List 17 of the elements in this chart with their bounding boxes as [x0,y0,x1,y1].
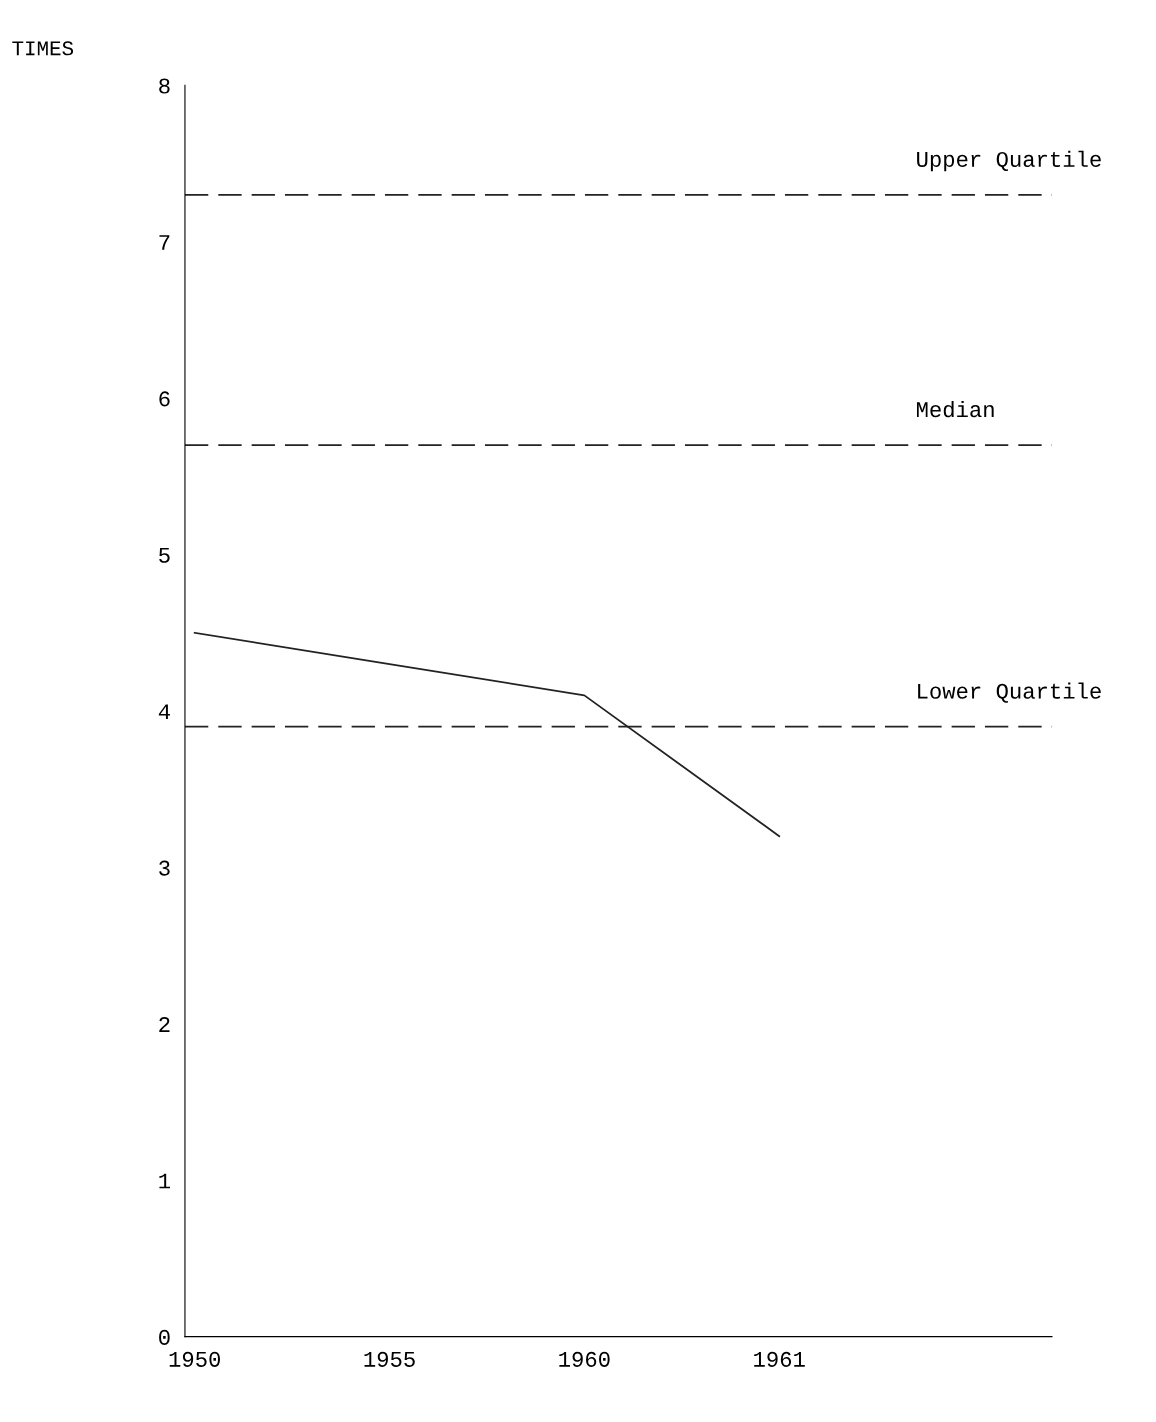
ref-line-label: Upper Quartile [917,150,1101,172]
y-tick-label: 8 [159,78,170,94]
y-axis-title: TIMES [12,41,74,56]
y-tick-label: 3 [159,860,170,876]
y-tick-label: 7 [159,235,170,250]
y-tick-label: 5 [159,547,170,563]
y-tick-label: 0 [159,1329,170,1345]
ref-line-label: Median [916,400,994,418]
x-tick-label: 1950 [169,1351,220,1367]
y-tick-label: 6 [159,391,170,407]
ref-line-label: Lower Quartile [918,682,1101,703]
x-tick-label: 1961 [754,1351,805,1367]
x-tick-label: 1955 [364,1351,415,1367]
y-tick-label: 1 [159,1173,170,1189]
y-tick-label: 4 [158,704,170,720]
y-tick-label: 2 [159,1017,170,1032]
x-tick-label: 1960 [559,1351,610,1367]
